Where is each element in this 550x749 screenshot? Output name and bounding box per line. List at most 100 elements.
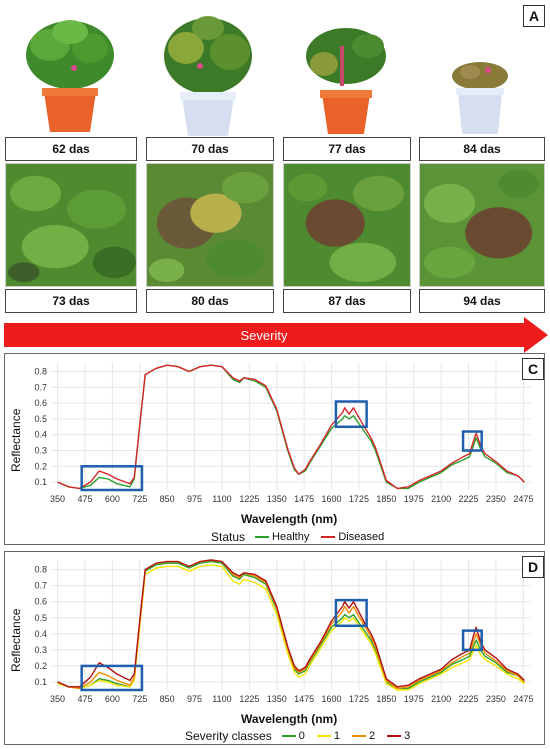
potted-plant-photo-4 <box>452 62 508 134</box>
potted-plant-photo-1 <box>26 20 114 132</box>
chart-d-legend-swatch-0 <box>281 735 296 737</box>
chart-c-x-tick-label-6: 1100 <box>212 494 231 504</box>
field-age-label-3: 87 das <box>283 289 411 313</box>
chart-c-legend-item-diseased: Diseased <box>321 531 384 543</box>
chart-d-x-tick-label-8: 1350 <box>267 694 287 704</box>
chart-c-legend-title: Status <box>211 530 246 544</box>
pot-age-label-2: 70 das <box>146 137 274 161</box>
chart-c-legend-item-healthy: Healthy <box>255 531 309 543</box>
chart-c-x-tick-label-17: 2475 <box>513 494 533 504</box>
chart-d-y-tick-label-4: 0.5 <box>34 613 47 623</box>
chart-d-x-tick-label-11: 1725 <box>349 694 369 704</box>
severity-arrow-head <box>524 317 548 353</box>
chart-c-x-tick-label-7: 1225 <box>239 494 259 504</box>
chart-d-frame: 0.1 0.2 0.3 0.4 0.5 0.6 0.7 0.8 350 475 600 725 850 9… <box>4 551 545 745</box>
field-photo-3 <box>283 163 411 287</box>
chart-c-x-tick-label-0: 350 <box>50 494 65 504</box>
chart-d-x-tick-label-3: 725 <box>132 694 147 704</box>
chart-d-plot-area <box>51 560 531 690</box>
chart-d-x-tick-label-9: 1475 <box>294 694 314 704</box>
chart-d-x-tick-label-2: 600 <box>105 694 120 704</box>
chart-c-highlight-box-0 <box>80 465 144 492</box>
chart-d-legend-item-1: 1 <box>316 730 340 742</box>
chart-d-x-tick-label-1: 475 <box>77 694 92 704</box>
chart-c-legend-label-diseased: Diseased <box>338 531 385 543</box>
chart-c-x-tick-label-10: 1600 <box>322 494 342 504</box>
chart-d-x-tick-label-16: 2350 <box>486 694 506 704</box>
chart-c-frame: 0.1 0.2 0.3 0.4 0.5 0.6 0.7 0.8 350 475 600 725 850 9… <box>4 353 545 545</box>
chart-d-y-tick-label-3: 0.4 <box>34 629 47 639</box>
chart-c-x-tick-label-4: 850 <box>160 494 175 504</box>
chart-c-y-tick-label-6: 0.7 <box>34 382 47 392</box>
severity-arrow-bar <box>4 323 524 347</box>
chart-d-series-line-3 <box>57 559 525 688</box>
chart-d-x-tick-label-5: 975 <box>187 694 202 704</box>
chart-d-x-tick-label-14: 2100 <box>431 694 451 704</box>
chart-c-legend-swatch-healthy <box>255 536 270 538</box>
field-photo-1 <box>5 163 137 287</box>
chart-d-legend-swatch-1 <box>316 735 331 737</box>
chart-d-legend-item-3: 3 <box>387 730 410 742</box>
field-photo-2 <box>146 163 274 287</box>
chart-d-x-tick-label-7: 1225 <box>239 694 259 704</box>
chart-c-x-axis-title: Wavelength (nm) <box>241 512 338 526</box>
chart-c-y-axis-title: Reflectance <box>9 408 23 472</box>
chart-d-highlight-box-1 <box>334 598 368 628</box>
chart-d-y-tick-label-0: 0.1 <box>34 677 47 687</box>
chart-c-x-tick-label-9: 1475 <box>294 494 314 504</box>
chart-c-x-tick-label-12: 1850 <box>376 494 396 504</box>
chart-c-highlight-box-2 <box>461 430 483 452</box>
panel-label-a: A <box>523 5 545 27</box>
chart-c-y-tick-label-5: 0.6 <box>34 398 47 408</box>
chart-c-x-tick-label-2: 600 <box>105 494 120 504</box>
chart-c-x-tick-label-14: 2100 <box>431 494 451 504</box>
chart-c-y-tick-label-0: 0.1 <box>34 477 47 487</box>
chart-d-x-tick-label-13: 1975 <box>404 694 424 704</box>
pot-age-label-3: 77 das <box>283 137 411 161</box>
chart-d-y-axis-title: Reflectance <box>9 608 23 672</box>
chart-c-x-tick-label-16: 2350 <box>486 494 506 504</box>
pot-age-label-1: 62 das <box>5 137 137 161</box>
chart-c-highlight-box-1 <box>334 400 368 429</box>
chart-d-y-tick-label-1: 0.2 <box>34 661 47 671</box>
field-age-label-4: 94 das <box>419 289 545 313</box>
chart-c-x-tick-label-11: 1725 <box>349 494 369 504</box>
chart-d-svg: 0.1 0.2 0.3 0.4 0.5 0.6 0.7 0.8 350 475 600 725 850 9… <box>34 559 533 704</box>
chart-d-highlight-box-2 <box>461 629 483 652</box>
chart-c-x-tick-label-1: 475 <box>77 494 92 504</box>
chart-c-y-tick-label-7: 0.8 <box>34 366 47 376</box>
chart-c-y-tick-label-1: 0.2 <box>34 461 47 471</box>
chart-c-legend: Status Healthy Diseased <box>211 530 390 544</box>
field-age-label-2: 80 das <box>146 289 274 313</box>
chart-d-y-tick-label-6: 0.7 <box>34 581 47 591</box>
potted-plant-photo-2 <box>164 16 252 136</box>
potted-plant-photo-3 <box>306 28 386 134</box>
chart-c-legend-swatch-diseased <box>321 536 336 538</box>
chart-d-legend-swatch-2 <box>351 735 366 737</box>
panel-label-c: C <box>522 358 544 380</box>
chart-c-x-tick-label-5: 975 <box>187 494 202 504</box>
chart-c-x-tick-label-3: 725 <box>132 494 147 504</box>
chart-d-legend-label-2: 2 <box>368 730 376 742</box>
chart-d-highlight-box-0 <box>80 664 144 692</box>
chart-c-x-tick-label-8: 1350 <box>267 494 287 504</box>
chart-d-x-tick-label-6: 1100 <box>212 694 231 704</box>
chart-c-y-tick-label-4: 0.5 <box>34 414 47 424</box>
chart-d-x-tick-label-12: 1850 <box>376 694 396 704</box>
chart-c-x-tick-label-13: 1975 <box>404 494 424 504</box>
chart-d-legend: Severity classes 0 1 2 3 <box>185 729 416 743</box>
chart-d-x-tick-label-17: 2475 <box>513 694 533 704</box>
chart-d-y-tick-label-7: 0.8 <box>34 565 47 575</box>
chart-d-x-tick-label-10: 1600 <box>322 694 342 704</box>
chart-d-legend-label-3: 3 <box>404 730 411 742</box>
pot-age-label-4: 84 das <box>419 137 545 161</box>
chart-d-legend-swatch-3 <box>387 735 402 737</box>
chart-d-legend-label-1: 1 <box>333 730 340 742</box>
chart-c-y-tick-label-2: 0.3 <box>34 445 47 455</box>
chart-d-x-tick-label-0: 350 <box>50 694 65 704</box>
chart-d-legend-title: Severity classes <box>185 729 272 743</box>
chart-d-y-tick-label-5: 0.6 <box>34 597 47 607</box>
chart-c-legend-label-healthy: Healthy <box>272 531 310 543</box>
severity-arrow-label: Severity <box>240 327 288 343</box>
chart-c-svg: 0.1 0.2 0.3 0.4 0.5 0.6 0.7 0.8 350 475 600 725 850 9… <box>34 362 533 504</box>
